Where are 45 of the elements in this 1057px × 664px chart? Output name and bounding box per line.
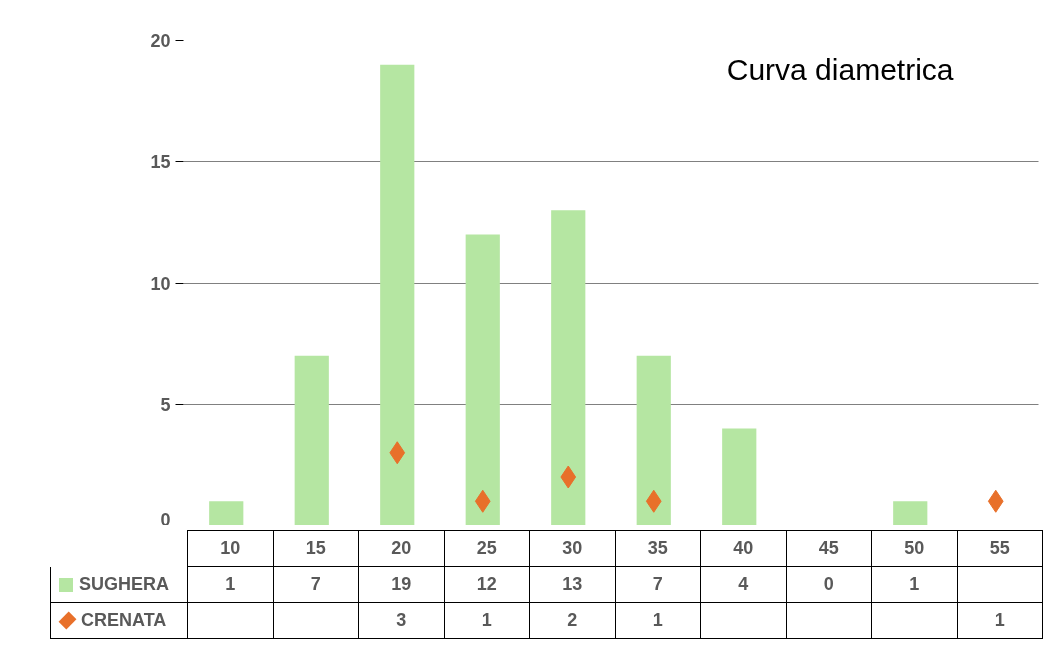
data-label: 12: [444, 567, 530, 603]
bar: [722, 428, 757, 525]
point: [474, 489, 491, 513]
x-tick-label: 25: [444, 531, 530, 567]
data-label: 1: [957, 603, 1043, 639]
bar: [380, 64, 415, 525]
bar: [551, 210, 586, 525]
x-tick-label: 55: [957, 531, 1043, 567]
data-label: 3: [359, 603, 445, 639]
data-label: 2: [530, 603, 616, 639]
bar: [636, 355, 671, 525]
x-tick-label: 30: [530, 531, 616, 567]
data-label: 1: [188, 567, 274, 603]
y-tick-label: 15: [150, 152, 171, 173]
x-tick-label: 40: [701, 531, 787, 567]
x-tick-label: 45: [786, 531, 872, 567]
data-label: 7: [615, 567, 701, 603]
y-tick-label: 20: [150, 31, 171, 51]
point: [389, 441, 406, 465]
legend-label: CRENATA: [50, 603, 188, 639]
legend-label: SUGHERA: [50, 567, 188, 603]
data-label: 1: [444, 603, 530, 639]
y-tick-label: 0: [160, 509, 171, 530]
bar: [893, 501, 928, 525]
data-label: 19: [359, 567, 445, 603]
bar: [209, 501, 244, 525]
x-tick-label: 50: [872, 531, 958, 567]
data-label: 1: [872, 567, 958, 603]
x-tick-label: 35: [615, 531, 701, 567]
y-tick-label: 5: [160, 394, 171, 415]
chart-title: Curva diametrica: [726, 52, 954, 86]
bar: [465, 234, 500, 525]
y-tick-label: 10: [150, 273, 171, 294]
x-tick-label: 20: [359, 531, 445, 567]
data-label: 13: [530, 567, 616, 603]
bar: [294, 355, 329, 525]
data-label: 4: [701, 567, 787, 603]
data-label: 0: [786, 567, 872, 603]
point: [560, 465, 577, 489]
x-tick-label: 10: [188, 531, 274, 567]
data-label: 1: [615, 603, 701, 639]
x-tick-label: 15: [273, 531, 359, 567]
point: [645, 489, 662, 513]
point: [987, 489, 1004, 513]
data-label: 7: [273, 567, 359, 603]
